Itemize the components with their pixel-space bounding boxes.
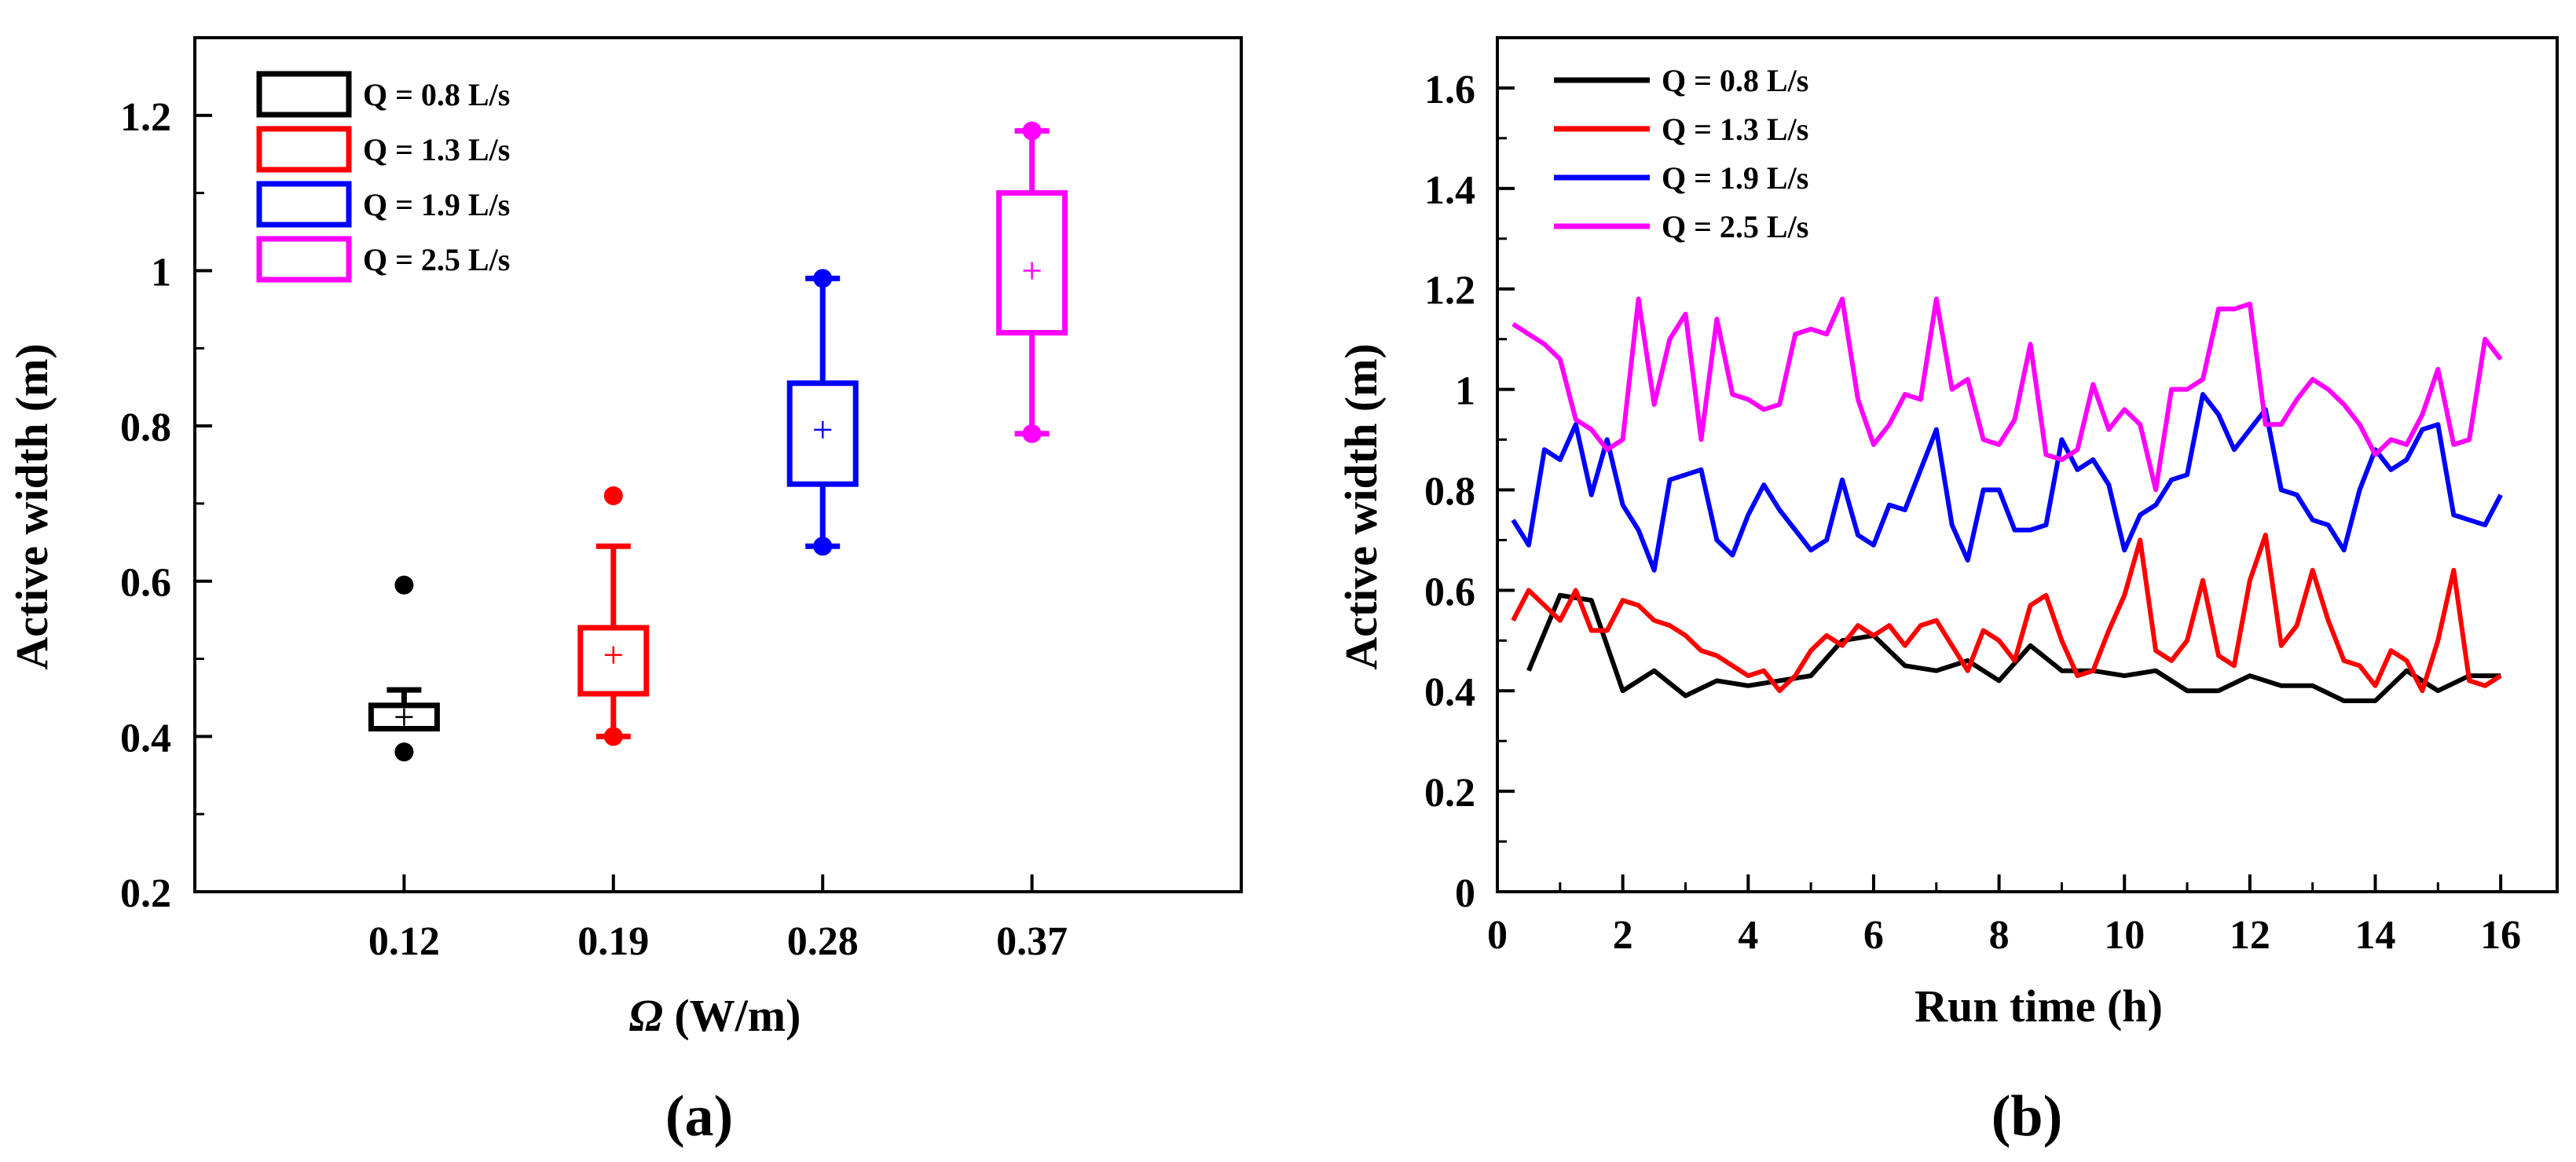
min-point [1022, 423, 1042, 443]
axis-ticks-a: 0.2 0.4 0.6 0.8 1 1.2 0.12 0.19 0.28 0.37 [120, 95, 1068, 964]
max-point [1022, 121, 1042, 141]
x-tick-label-b: 0 [1487, 913, 1508, 958]
legend-label-a: Q = 1.9 L/s [363, 187, 510, 222]
x-axis-symbol-a: Ω [629, 990, 663, 1041]
series-line [1512, 296, 2503, 493]
x-tick-label-b: 16 [2480, 913, 2521, 958]
line-chart-panel: 0 0.2 0.4 0.6 0.8 1 1.2 1.4 1.6 0 2 4 6 8 10 12 14 16 Q =… [1336, 36, 2559, 1149]
box-plot-panel: 0.2 0.4 0.6 0.8 1 1.2 0.12 0.19 0.28 0.37 Q = 0.8… [6, 36, 1243, 1149]
min-point [394, 742, 414, 762]
x-tick-label-b: 12 [2230, 913, 2270, 958]
y-tick-label-b: 1.4 [1424, 168, 1475, 213]
y-tick-label-b: 0.8 [1424, 469, 1475, 514]
y-tick-label-a: 0.2 [120, 871, 171, 916]
series-lines [1511, 296, 2503, 703]
box-group [996, 121, 1068, 443]
y-tick-label-a: 0.8 [120, 405, 171, 450]
legend-swatch-a [256, 181, 352, 228]
legend-swatch-a [256, 126, 352, 173]
x-tick-label-a: 0.37 [996, 919, 1068, 964]
y-axis-title-b: Active width (m) [1336, 343, 1387, 670]
y-tick-label-b: 0.6 [1424, 570, 1475, 614]
x-tick-label-a: 0.12 [368, 919, 440, 964]
plot-frame-a [193, 36, 1243, 893]
max-point [603, 486, 623, 506]
y-tick-label-a: 0.4 [120, 716, 171, 761]
legend-label-b: Q = 1.3 L/s [1662, 112, 1808, 147]
x-tick-label-a: 0.28 [787, 919, 859, 964]
plot-frame-b [1496, 36, 2559, 893]
y-axis-title-a: Active width (m) [6, 343, 57, 670]
y-tick-label-b: 0 [1455, 871, 1475, 916]
box-iqr [786, 380, 859, 487]
legend-swatch-a [256, 236, 352, 283]
x-tick-label-b: 14 [2355, 913, 2396, 958]
x-tick-label-b: 6 [1863, 913, 1884, 958]
y-tick-label-a: 1.2 [120, 95, 171, 140]
legend-b: Q = 0.8 L/s Q = 1.3 L/s Q = 1.9 L/s Q = 2.5… [1554, 63, 1808, 244]
max-point [813, 269, 833, 288]
min-point [603, 727, 623, 746]
legend-label-a: Q = 1.3 L/s [363, 132, 510, 167]
y-tick-label-b: 1.6 [1424, 68, 1475, 112]
y-tick-label-b: 1 [1455, 369, 1475, 414]
legend-label-b: Q = 0.8 L/s [1662, 63, 1808, 98]
panel-label-b: (b) [1992, 1084, 2062, 1149]
x-axis-title-a: Ω (W/m) [629, 990, 801, 1041]
box-group [786, 269, 859, 556]
panel-label-a: (a) [665, 1084, 733, 1149]
x-tick-label-b: 10 [2104, 913, 2145, 958]
box-group [577, 486, 650, 746]
legend-label-b: Q = 2.5 L/s [1662, 209, 1808, 244]
y-tick-label-a: 0.6 [120, 561, 171, 606]
legend-label-b: Q = 1.9 L/s [1662, 160, 1808, 196]
x-axis-title-b: Run time (h) [1915, 981, 2163, 1032]
axis-ticks-b: 0 0.2 0.4 0.6 0.8 1 1.2 1.4 1.6 0 2 4 6 8 10 12 14 16 [1424, 68, 2521, 958]
series-line [1526, 592, 2501, 703]
y-tick-label-b: 1.2 [1424, 269, 1475, 313]
y-tick-label-b: 0.4 [1424, 670, 1475, 715]
y-tick-label-a: 1 [151, 250, 171, 295]
box-group [368, 575, 440, 762]
max-point [394, 575, 414, 595]
legend-a: Q = 0.8 L/s Q = 1.3 L/s Q = 1.9 L/s Q = 2.5… [256, 71, 510, 283]
series-line [1511, 533, 2502, 694]
x-tick-label-b: 2 [1613, 913, 1633, 958]
min-point [813, 537, 833, 556]
x-tick-label-b: 8 [1989, 913, 2010, 958]
x-axis-unit-a: (W/m) [663, 990, 801, 1041]
box-plot-marks [368, 121, 1068, 762]
legend-swatch-a [256, 71, 352, 118]
legend-label-a: Q = 2.5 L/s [363, 242, 510, 277]
x-tick-label-a: 0.19 [577, 919, 649, 964]
legend-label-a: Q = 0.8 L/s [363, 77, 510, 112]
x-tick-label-b: 4 [1738, 913, 1758, 958]
series-line [1511, 392, 2503, 573]
y-tick-label-b: 0.2 [1424, 771, 1475, 816]
